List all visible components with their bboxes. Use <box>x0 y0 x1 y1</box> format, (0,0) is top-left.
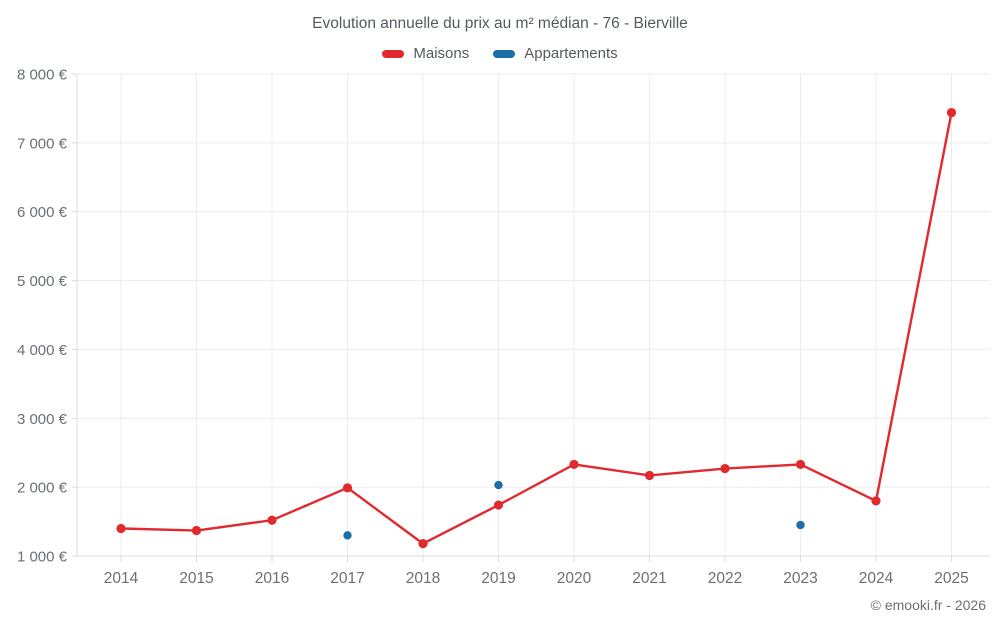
legend-item-appartements[interactable]: Appartements <box>493 45 618 62</box>
data-point-maisons-2015[interactable] <box>191 525 202 536</box>
y-axis-label: 1 000 € <box>17 549 68 566</box>
attribution: © emooki.fr - 2026 <box>870 597 986 613</box>
x-axis-label: 2015 <box>179 570 213 587</box>
data-point-appartements-2017[interactable] <box>343 531 352 540</box>
y-axis-label: 2 000 € <box>17 480 68 497</box>
maisons-swatch-icon <box>382 49 405 58</box>
y-axis-label: 8 000 € <box>17 67 68 84</box>
legend: Maisons Appartements <box>0 45 1000 62</box>
data-point-maisons-2018[interactable] <box>418 539 428 549</box>
chart-title: Evolution annuelle du prix au m² médian … <box>312 15 688 32</box>
x-axis-label: 2019 <box>481 570 515 587</box>
data-point-maisons-2019[interactable] <box>493 500 504 510</box>
x-axis-label: 2021 <box>632 570 666 587</box>
x-axis-label: 2018 <box>406 570 440 587</box>
data-point-maisons-2021[interactable] <box>644 470 655 481</box>
data-point-maisons-2023[interactable] <box>795 459 806 470</box>
legend-label-maisons: Maisons <box>413 45 470 62</box>
appartements-swatch-icon <box>493 49 516 58</box>
legend-item-maisons[interactable]: Maisons <box>382 45 469 62</box>
data-point-maisons-2017[interactable] <box>342 483 353 493</box>
x-axis-label: 2017 <box>330 570 364 587</box>
y-axis-label: 4 000 € <box>17 342 68 359</box>
series-line-maisons <box>119 111 953 545</box>
legend-label-appartements: Appartements <box>524 45 618 62</box>
x-axis-label: 2020 <box>557 570 592 587</box>
y-axis-label: 6 000 € <box>17 204 68 221</box>
x-axis-label: 2022 <box>708 570 742 587</box>
data-point-maisons-2016[interactable] <box>267 515 277 525</box>
y-axis-label: 5 000 € <box>17 273 68 290</box>
x-axis-label: 2016 <box>255 570 289 587</box>
data-point-maisons-2025[interactable] <box>946 107 957 118</box>
data-point-maisons-2024[interactable] <box>871 496 881 506</box>
data-point-maisons-2022[interactable] <box>720 463 730 474</box>
x-axis-label: 2023 <box>783 570 817 587</box>
x-axis-label: 2025 <box>934 570 968 587</box>
data-point-maisons-2014[interactable] <box>116 523 126 534</box>
data-point-appartements-2019[interactable] <box>494 480 503 490</box>
y-axis-label: 3 000 € <box>17 411 68 428</box>
y-axis-label: 7 000 € <box>17 135 68 152</box>
data-point-appartements-2023[interactable] <box>796 520 805 530</box>
data-point-maisons-2020[interactable] <box>569 459 579 470</box>
x-axis-label: 2014 <box>104 570 139 587</box>
x-axis-label: 2024 <box>859 570 894 587</box>
